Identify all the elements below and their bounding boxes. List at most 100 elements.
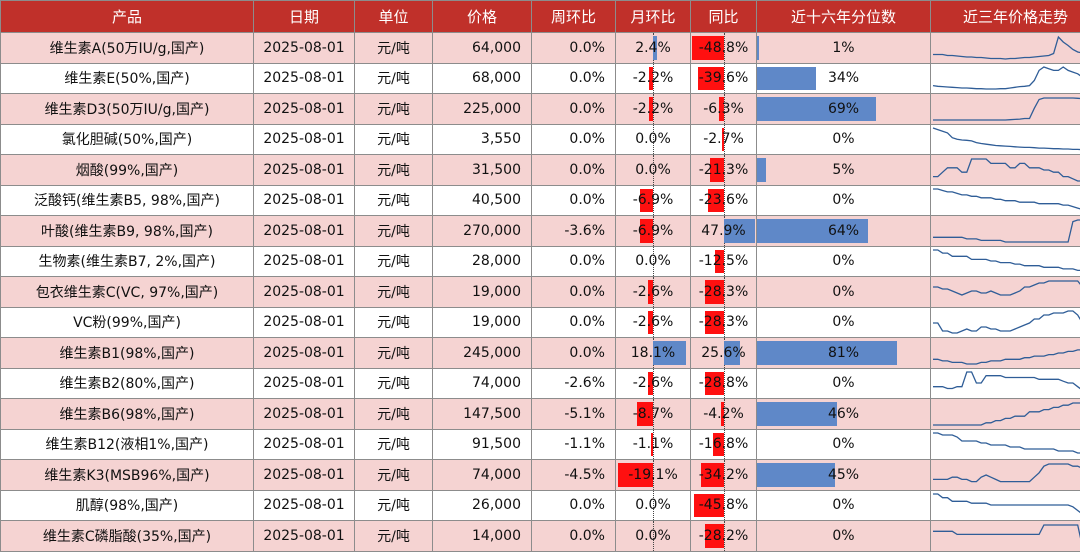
wow-cell: 0.0% [531, 489, 616, 521]
trend-cell [930, 306, 1080, 338]
product-cell: 维生素B1(98%,国产) [0, 337, 254, 369]
yoy-cell: -28.8% [690, 367, 757, 399]
trend-line [933, 188, 1080, 210]
mom-cell-value: -6.9% [632, 222, 674, 239]
mom-cell-value: -2.2% [632, 70, 674, 87]
percentile-value: 69% [827, 100, 860, 117]
header-unit[interactable]: 单位 [354, 0, 433, 33]
unit-cell: 元/吨 [354, 367, 433, 399]
wow-cell: 0.0% [531, 245, 616, 277]
zero-axis-line [653, 490, 654, 520]
negative-data-bar [705, 280, 724, 304]
mom-cell: -2.6% [615, 306, 691, 338]
zero-axis-line [653, 277, 654, 307]
table-row[interactable]: 氯化胆碱(50%,国产) 2025-08-01 元/吨 3,550 0.0% 0.0% -2… [0, 123, 1080, 155]
percentile-bar [757, 219, 868, 243]
date-cell: 2025-08-01 [253, 123, 355, 155]
table-row[interactable]: 烟酸(99%,国产) 2025-08-01 元/吨 31,500 0.0% 0.0% -21… [0, 154, 1080, 186]
table-row[interactable]: 肌醇(98%,国产) 2025-08-01 元/吨 26,000 0.0% 0.0% -45… [0, 489, 1080, 521]
yoy-cell-value: -28.2% [698, 527, 749, 544]
mom-cell-value: -2.2% [632, 100, 674, 117]
yoy-cell-value: -28.3% [698, 314, 749, 331]
product-cell: 泛酸钙(维生素B5, 98%,国产) [0, 184, 254, 216]
negative-data-bar [720, 402, 724, 426]
negative-data-bar [709, 158, 724, 182]
mom-cell-value: -2.6% [632, 314, 674, 331]
price-cell: 3,550 [432, 123, 532, 155]
date-cell: 2025-08-01 [253, 276, 355, 308]
trend-line [933, 219, 1080, 243]
zero-axis-line [723, 307, 725, 337]
header-price[interactable]: 价格 [432, 0, 532, 33]
product-cell: 维生素E(50%,国产) [0, 62, 254, 94]
trend-cell [930, 154, 1080, 186]
product-cell: 包衣维生素C(VC, 97%,国产) [0, 276, 254, 308]
table-row[interactable]: 维生素B1(98%,国产) 2025-08-01 元/吨 245,000 0.0% 18.… [0, 337, 1080, 369]
trend-sparkline [933, 158, 1080, 182]
percentile-value: 0% [832, 375, 855, 392]
header-date[interactable]: 日期 [253, 0, 355, 33]
header-wow[interactable]: 周环比 [531, 0, 616, 33]
table-row[interactable]: 维生素D3(50万IU/g,国产) 2025-08-01 元/吨 225,000 0.0… [0, 93, 1080, 125]
negative-data-bar [697, 66, 724, 90]
unit-cell: 元/吨 [354, 520, 433, 552]
percentile-cell: 46% [756, 398, 931, 430]
yoy-cell: -28.2% [690, 520, 757, 552]
table-row[interactable]: 维生素A(50万IU/g,国产) 2025-08-01 元/吨 64,000 0.0% 2… [0, 32, 1080, 64]
wow-cell: 0.0% [531, 32, 616, 64]
mom-cell: 2.4% [615, 32, 691, 64]
negative-data-bar [636, 402, 653, 426]
table-row[interactable]: 生物素(维生素B7, 2%,国产) 2025-08-01 元/吨 28,000 0.0%… [0, 245, 1080, 277]
table-row[interactable]: 泛酸钙(维生素B5, 98%,国产) 2025-08-01 元/吨 40,500 0.0… [0, 184, 1080, 216]
date-cell: 2025-08-01 [253, 367, 355, 399]
date-cell: 2025-08-01 [253, 489, 355, 521]
trend-cell [930, 367, 1080, 399]
zero-axis-line [653, 155, 654, 185]
header-percentile[interactable]: 近十六年分位数 [756, 0, 931, 33]
product-cell: 叶酸(维生素B9, 98%,国产) [0, 215, 254, 247]
table-row[interactable]: 维生素B6(98%,国产) 2025-08-01 元/吨 147,500 -5.1% -8… [0, 398, 1080, 430]
zero-axis-line [653, 94, 654, 124]
percentile-cell: 0% [756, 123, 931, 155]
price-cell: 225,000 [432, 93, 532, 125]
positive-data-bar [723, 341, 741, 365]
negative-data-bar [640, 219, 653, 243]
table-row[interactable]: 维生素B2(80%,国产) 2025-08-01 元/吨 74,000 -2.6% -2.… [0, 367, 1080, 399]
percentile-value: 0% [832, 497, 855, 514]
table-row[interactable]: 维生素B12(液相1%,国产) 2025-08-01 元/吨 91,500 -1.1% -… [0, 428, 1080, 460]
table-row[interactable]: 叶酸(维生素B9, 98%,国产) 2025-08-01 元/吨 270,000 -3.… [0, 215, 1080, 247]
table-row[interactable]: 维生素C磷脂酸(35%,国产) 2025-08-01 元/吨 14,000 0.0% 0.… [0, 520, 1080, 552]
table-row[interactable]: 维生素E(50%,国产) 2025-08-01 元/吨 68,000 0.0% -2.2%… [0, 62, 1080, 94]
yoy-cell: -16.8% [690, 428, 757, 460]
price-cell: 31,500 [432, 154, 532, 186]
header-product[interactable]: 产品 [0, 0, 254, 33]
zero-axis-line [653, 63, 654, 93]
percentile-bar [757, 97, 877, 121]
mom-cell: 18.1% [615, 337, 691, 369]
percentile-value: 0% [832, 283, 855, 300]
positive-data-bar [653, 36, 658, 60]
trend-line [933, 371, 1080, 390]
wow-cell: -2.6% [531, 367, 616, 399]
price-cell: 270,000 [432, 215, 532, 247]
header-mom[interactable]: 月环比 [615, 0, 691, 33]
unit-cell: 元/吨 [354, 489, 433, 521]
table-row[interactable]: VC粉(99%,国产) 2025-08-01 元/吨 19,000 0.0% -2.6% -… [0, 306, 1080, 338]
table-row[interactable]: 包衣维生素C(VC, 97%,国产) 2025-08-01 元/吨 19,000 0.0… [0, 276, 1080, 308]
header-trend[interactable]: 近三年价格走势 [930, 0, 1080, 33]
header-yoy[interactable]: 同比 [690, 0, 757, 33]
trend-sparkline [933, 280, 1080, 296]
mom-cell: -2.2% [615, 62, 691, 94]
table-row[interactable]: 维生素K3(MSB96%,国产) 2025-08-01 元/吨 74,000 -4.5%… [0, 459, 1080, 491]
date-cell: 2025-08-01 [253, 306, 355, 338]
trend-cell [930, 459, 1080, 491]
yoy-cell-value: -23.6% [698, 192, 749, 209]
percentile-cell: 34% [756, 62, 931, 94]
percentile-value: 0% [832, 314, 855, 331]
zero-axis-line [723, 246, 725, 276]
zero-axis-line [723, 155, 725, 185]
percentile-cell: 0% [756, 245, 931, 277]
price-cell: 91,500 [432, 428, 532, 460]
negative-data-bar [705, 310, 724, 334]
